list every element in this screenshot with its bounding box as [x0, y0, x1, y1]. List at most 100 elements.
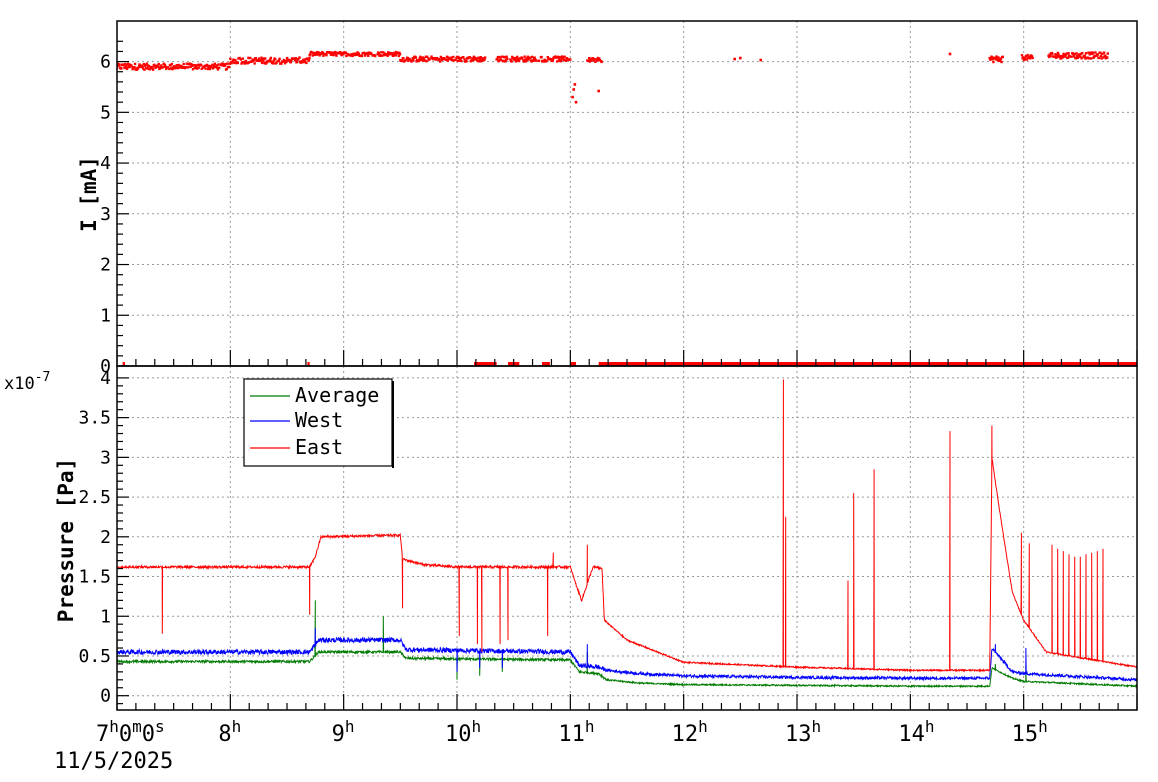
- current-point: [242, 61, 246, 64]
- current-point: [224, 62, 227, 66]
- current-point: [216, 68, 220, 71]
- current-point: [1081, 51, 1084, 55]
- current-point: [387, 51, 390, 54]
- current-point: [475, 58, 479, 61]
- current-point: [1072, 55, 1076, 58]
- current-point: [555, 56, 558, 59]
- current-point: [496, 55, 500, 59]
- current-point: [322, 54, 325, 57]
- current-point: [259, 59, 263, 62]
- current-point: [191, 67, 195, 71]
- current-point: [221, 64, 224, 67]
- current-point: [405, 58, 408, 61]
- current-point: [153, 64, 157, 68]
- current-point: [164, 65, 167, 68]
- current-point: [166, 66, 170, 69]
- current-point: [125, 67, 129, 70]
- current-point: [235, 60, 238, 64]
- current-y-tick-label: 3: [100, 204, 111, 225]
- current-point: [550, 59, 553, 63]
- current-point: [1055, 53, 1058, 57]
- current-point: [999, 57, 1003, 60]
- current-point: [1027, 56, 1030, 59]
- current-point: [269, 58, 272, 61]
- current-point: [471, 57, 474, 60]
- current-point: [135, 68, 139, 71]
- current-point: [162, 62, 165, 66]
- current-point: [189, 65, 192, 69]
- current-point: [1000, 60, 1003, 64]
- x-tick-label: 11h: [558, 717, 594, 747]
- current-point: [342, 53, 345, 56]
- current-point: [170, 62, 174, 66]
- current-point: [264, 62, 268, 65]
- current-point: [589, 59, 593, 62]
- current-point: [307, 59, 311, 62]
- current-frame: [116, 20, 1138, 367]
- current-point: [126, 66, 129, 69]
- current-point: [314, 51, 318, 55]
- current-point: [179, 66, 182, 69]
- current-point: [417, 59, 421, 63]
- current-point: [144, 63, 147, 67]
- current-point: [172, 67, 175, 70]
- current-point: [505, 55, 508, 58]
- current-point: [170, 67, 173, 70]
- current-point: [459, 57, 462, 60]
- current-point: [280, 60, 284, 63]
- current-point: [133, 62, 137, 66]
- current-point: [1089, 51, 1092, 55]
- current-point: [237, 57, 240, 60]
- current-point: [216, 66, 219, 70]
- current-point: [136, 67, 140, 70]
- current-y-tick-label: 0: [100, 356, 111, 377]
- current-point: [173, 64, 176, 68]
- current-point: [212, 64, 215, 67]
- current-point: [131, 67, 134, 71]
- current-point: [127, 63, 131, 67]
- current-plot-area: [117, 50, 1137, 366]
- current-point: [128, 63, 132, 66]
- current-point: [399, 59, 403, 62]
- current-point: [262, 59, 265, 62]
- current-point: [496, 58, 499, 61]
- current-point: [450, 56, 453, 59]
- current-point: [315, 53, 318, 56]
- current-point: [385, 53, 389, 56]
- current-point: [283, 59, 286, 63]
- current-point: [312, 52, 316, 55]
- current-point: [130, 64, 133, 67]
- current-point: [344, 51, 348, 55]
- current-point: [418, 57, 421, 60]
- current-point: [206, 67, 210, 71]
- current-point: [560, 55, 564, 58]
- current-point: [208, 64, 211, 68]
- current-point: [220, 62, 223, 65]
- current-point: [422, 59, 425, 62]
- current-point: [407, 59, 410, 62]
- current-point: [382, 51, 385, 54]
- current-point: [386, 54, 389, 58]
- current-point: [412, 59, 415, 62]
- current-point: [165, 67, 168, 71]
- current-point: [526, 57, 529, 60]
- current-point: [1062, 52, 1065, 56]
- current-point: [230, 62, 233, 65]
- current-y-tick-label: 6: [100, 52, 111, 73]
- current-point: [522, 60, 526, 63]
- current-point: [380, 51, 383, 54]
- current-point: [1093, 54, 1096, 58]
- current-point: [559, 59, 563, 63]
- current-point: [733, 57, 736, 61]
- current-point: [597, 57, 601, 60]
- current-point: [548, 57, 551, 60]
- current-point: [472, 58, 475, 62]
- current-point: [1058, 55, 1062, 58]
- current-point: [411, 57, 414, 60]
- current-point: [514, 60, 518, 63]
- current-point: [199, 63, 203, 67]
- current-point: [163, 65, 166, 68]
- x-tick-label: 7h0m0s: [96, 717, 165, 747]
- current-point: [146, 67, 149, 70]
- current-point: [402, 57, 405, 60]
